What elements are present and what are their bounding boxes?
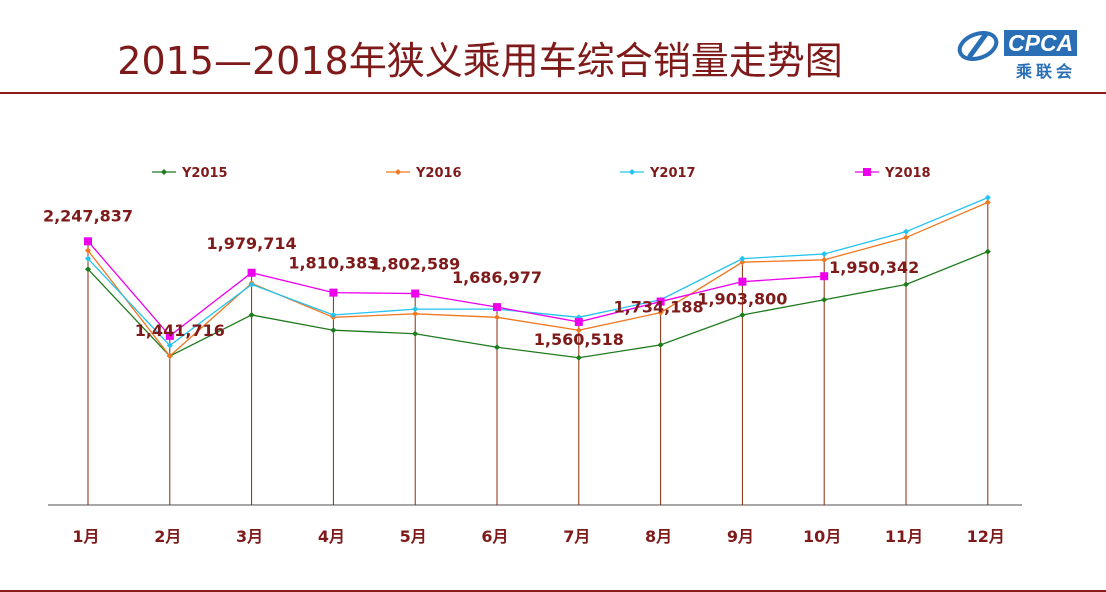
data-point (494, 344, 500, 351)
legend-item-y2017: Y2017 (620, 166, 696, 181)
legend-item-y2015: Y2015 (152, 166, 228, 181)
x-tick-label: 2月 (154, 527, 181, 546)
data-point (329, 288, 338, 297)
data-point (657, 341, 664, 348)
data-label: 1,441,716 (135, 321, 225, 340)
data-point (903, 234, 909, 241)
logo-text: CPCA (1004, 30, 1078, 56)
series-y2017 (85, 194, 991, 349)
data-label: 1,810,383 (288, 254, 378, 273)
data-point (412, 310, 419, 317)
legend-label: Y2016 (415, 166, 462, 181)
data-label: 1,903,800 (697, 290, 787, 309)
data-point (738, 277, 747, 286)
data-point (903, 228, 909, 235)
x-tick-label: 12月 (967, 527, 1005, 546)
x-tick-label: 6月 (481, 527, 508, 546)
data-point (165, 331, 174, 340)
x-tick-label: 5月 (400, 527, 427, 546)
legend-label: Y2017 (649, 166, 696, 181)
data-point (84, 237, 92, 246)
data-label: 1,734,188 (614, 298, 704, 317)
data-point (739, 255, 746, 262)
data-point (166, 342, 173, 349)
x-tick-label: 8月 (645, 527, 672, 546)
data-point (247, 268, 256, 277)
x-tick-label: 7月 (563, 527, 590, 546)
legend-swatch-marker (863, 168, 871, 176)
data-point (248, 281, 255, 288)
data-label: 1,950,342 (829, 258, 919, 277)
data-point (657, 309, 664, 316)
series-y2018 (84, 237, 829, 340)
data-point (412, 306, 419, 313)
data-point (903, 281, 909, 288)
series-line (87, 251, 989, 359)
data-point (166, 353, 173, 360)
data-point (821, 256, 828, 263)
x-tick-label: 11月 (885, 527, 923, 546)
legend-swatch-marker (629, 169, 635, 175)
page-title: 2015—2018年狭义乘用车综合销量走势图 (117, 39, 843, 83)
data-point (85, 266, 91, 273)
bottom-border (0, 590, 1106, 592)
x-tick-label: 4月 (318, 527, 345, 546)
data-point (248, 311, 255, 318)
x-tick-label: 1月 (72, 527, 99, 546)
legend-swatch-marker (395, 169, 401, 175)
series-line (87, 240, 825, 337)
data-point (330, 311, 337, 318)
data-point (411, 289, 420, 298)
data-label: 1,686,977 (452, 268, 542, 287)
title-divider (0, 92, 1106, 94)
data-point (85, 247, 91, 254)
legend-label: Y2015 (181, 166, 228, 181)
data-point (984, 199, 991, 206)
data-point (820, 272, 829, 281)
x-tick-label: 10月 (803, 527, 841, 546)
data-point (739, 259, 746, 266)
data-point (984, 248, 991, 255)
data-point (330, 327, 337, 334)
data-point (739, 311, 746, 318)
legend-label: Y2018 (884, 166, 931, 181)
data-label: 2,247,837 (43, 206, 133, 225)
legend-item-y2016: Y2016 (386, 166, 462, 181)
data-point (575, 327, 582, 334)
series-line (87, 197, 989, 347)
x-tick-label: 9月 (727, 527, 754, 546)
data-point (412, 330, 419, 337)
data-point (85, 255, 91, 262)
legend-item-y2018: Y2018 (855, 166, 931, 181)
cpca-logo-icon (957, 30, 999, 62)
x-tick-label: 3月 (236, 527, 263, 546)
data-point (656, 297, 665, 306)
data-point (574, 317, 583, 326)
data-label: 1,560,518 (534, 330, 624, 349)
data-point (821, 296, 828, 303)
data-point (493, 303, 501, 312)
legend-swatch-marker (161, 169, 167, 175)
data-point (984, 194, 991, 201)
data-label: 1,802,589 (370, 255, 460, 274)
data-label: 1,979,714 (207, 234, 297, 253)
data-point (494, 314, 500, 321)
data-point (575, 354, 582, 361)
data-point (821, 250, 828, 257)
logo-subtitle: 乘联会 (1016, 62, 1077, 81)
